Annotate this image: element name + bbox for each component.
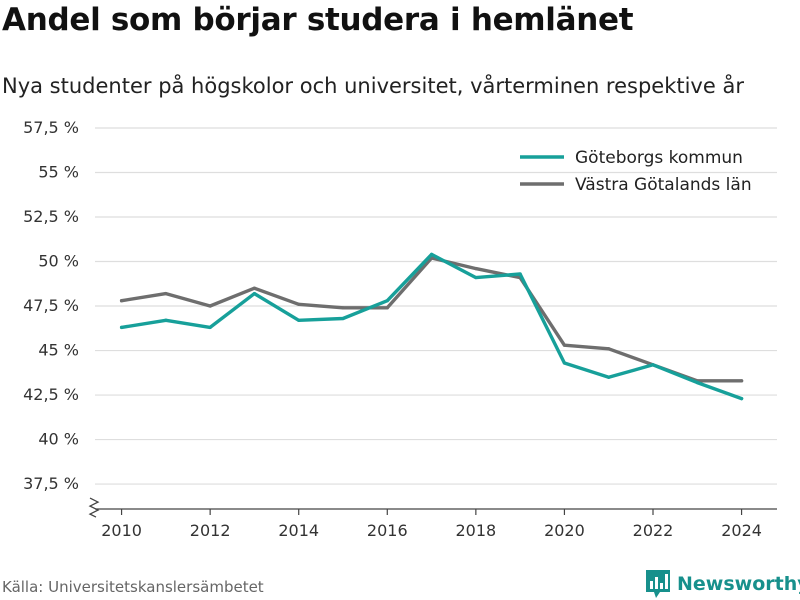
- y-tick-label: 52,5 %: [23, 207, 79, 226]
- data-point: [739, 379, 744, 383]
- y-tick-label: 57,5 %: [23, 118, 79, 137]
- y-tick-label: 47,5 %: [23, 296, 79, 315]
- data-point: [164, 291, 168, 296]
- brand-logo[interactable]: Newsworthy: [645, 568, 800, 600]
- x-tick-label: 2020: [544, 521, 585, 540]
- x-tick-label: 2014: [278, 521, 319, 540]
- y-axis-ticks: 37,5 % 40 % 42,5 % 45 % 47,5 % 50 % 52,5 % 55 %…: [23, 118, 79, 493]
- data-point: [297, 302, 301, 306]
- series-lines: [119, 252, 744, 401]
- data-point: [119, 325, 124, 330]
- x-axis-ticks: 2010 2012 2014 2016 2018 2020 2022 2024: [101, 509, 762, 540]
- legend-label: Göteborgs kommun: [575, 148, 743, 168]
- x-tick-label: 2018: [455, 521, 496, 540]
- data-point: [341, 316, 345, 321]
- data-point: [651, 363, 655, 367]
- chart-title: Andel som börjar studera i hemlänet: [2, 2, 634, 38]
- source-note: Källa: Universitetskanslersämbetet: [2, 578, 264, 596]
- chart-subtitle: Nya studenter på högskolor och universit…: [2, 74, 744, 98]
- legend: Göteborgs kommun Västra Götalands län: [520, 148, 752, 195]
- data-point: [562, 343, 567, 347]
- data-point: [297, 318, 301, 322]
- data-point: [164, 318, 168, 322]
- data-point: [474, 275, 478, 280]
- data-point: [474, 267, 478, 271]
- y-tick-label: 55 %: [38, 163, 79, 182]
- x-tick-label: 2024: [721, 521, 762, 540]
- y-tick-label: 37,5 %: [23, 474, 79, 493]
- x-tick-label: 2016: [367, 521, 408, 540]
- x-tick-label: 2022: [633, 521, 674, 540]
- data-point: [385, 299, 389, 303]
- newsworthy-logo-icon: [646, 570, 670, 598]
- data-point: [607, 375, 611, 379]
- series-line-0: [119, 252, 744, 401]
- data-point: [562, 361, 567, 365]
- data-point: [341, 306, 345, 310]
- series-line-1: [119, 256, 744, 383]
- axis-break-icon: [88, 497, 100, 518]
- data-point: [385, 306, 389, 310]
- data-point: [739, 397, 744, 401]
- y-tick-label: 42,5 %: [23, 385, 79, 404]
- y-tick-label: 40 %: [38, 430, 79, 449]
- y-tick-label: 45 %: [38, 341, 79, 360]
- data-point: [518, 272, 522, 276]
- x-tick-label: 2010: [101, 521, 142, 540]
- brand-name: Newsworthy: [677, 573, 800, 595]
- data-point: [119, 299, 124, 303]
- data-point: [429, 252, 434, 257]
- x-tick-label: 2012: [190, 521, 231, 540]
- data-point: [607, 347, 611, 351]
- data-point: [208, 304, 212, 308]
- legend-label: Västra Götalands län: [575, 175, 752, 195]
- data-point: [208, 325, 212, 330]
- y-tick-label: 50 %: [38, 252, 79, 271]
- data-point: [695, 380, 699, 385]
- data-point: [252, 286, 257, 290]
- axes: [88, 497, 777, 518]
- data-point: [252, 291, 257, 296]
